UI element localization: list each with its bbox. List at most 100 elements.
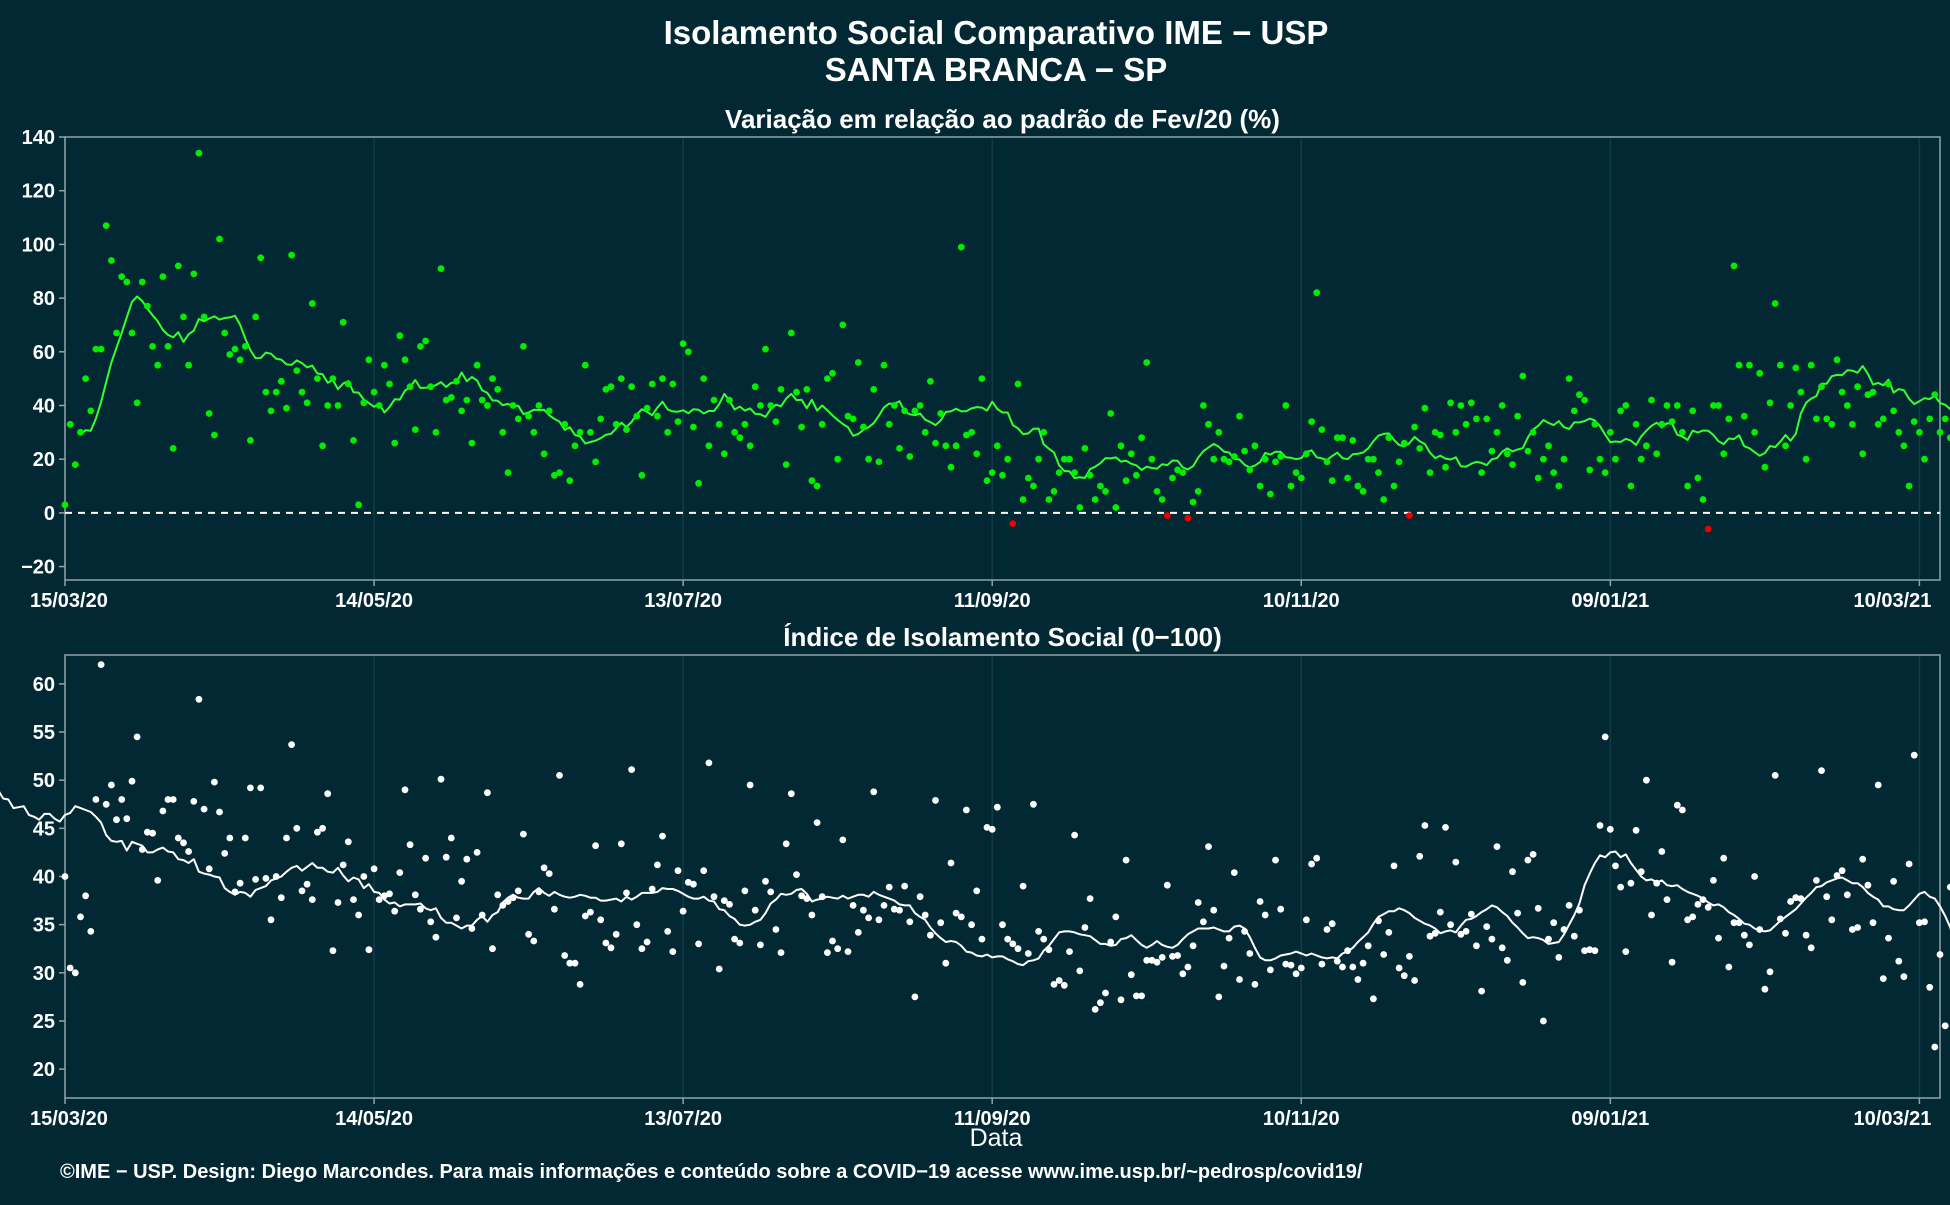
data-point	[1432, 930, 1439, 937]
data-point	[912, 994, 919, 1001]
data-point	[1416, 445, 1423, 452]
data-point	[1149, 456, 1156, 463]
data-point	[556, 469, 563, 476]
data-point	[1128, 971, 1135, 978]
data-point	[1720, 855, 1727, 862]
data-point	[1046, 946, 1053, 953]
data-point	[433, 934, 440, 941]
data-point	[77, 914, 84, 921]
data-point	[572, 960, 579, 967]
data-point	[1452, 859, 1459, 866]
data-point	[1751, 429, 1758, 436]
data-point	[623, 426, 630, 433]
data-point	[1695, 901, 1702, 908]
data-point	[1355, 483, 1362, 490]
data-point	[1519, 373, 1526, 380]
data-point	[1437, 432, 1444, 439]
data-point	[381, 362, 388, 369]
data-point	[1267, 491, 1274, 498]
data-point	[1308, 861, 1315, 868]
data-point	[979, 936, 986, 943]
data-point	[963, 807, 970, 814]
y-tick-label: 0	[44, 503, 55, 525]
data-point	[654, 413, 661, 420]
data-point	[1489, 448, 1496, 455]
data-point	[299, 888, 306, 895]
data-point	[1030, 483, 1037, 490]
data-point	[211, 432, 218, 439]
data-point	[536, 889, 543, 896]
data-point	[1762, 464, 1769, 471]
data-point	[690, 881, 697, 888]
data-point	[1561, 456, 1568, 463]
data-point	[917, 893, 924, 900]
data-point	[330, 375, 337, 382]
data-point	[82, 375, 89, 382]
data-point	[572, 442, 579, 449]
data-point	[1009, 941, 1016, 948]
data-point	[876, 916, 883, 923]
data-point	[1349, 437, 1356, 444]
data-point	[1262, 912, 1269, 919]
data-point	[1221, 963, 1228, 970]
data-point	[839, 837, 846, 844]
data-point	[881, 902, 888, 909]
data-point	[283, 405, 290, 412]
data-point	[1046, 496, 1053, 503]
data-point	[489, 375, 496, 382]
data-point	[1813, 877, 1820, 884]
data-point	[458, 408, 465, 415]
x-tick-label: 11/09/20	[954, 590, 1031, 612]
data-point	[1777, 916, 1784, 923]
data-point	[1293, 469, 1300, 476]
data-point	[850, 902, 857, 909]
data-point	[530, 429, 537, 436]
data-point	[958, 914, 965, 921]
data-point	[453, 915, 460, 922]
data-point	[525, 413, 532, 420]
data-point	[742, 888, 749, 895]
data-point	[793, 871, 800, 878]
data-point	[1885, 935, 1892, 942]
data-point	[1066, 456, 1073, 463]
data-point	[1076, 968, 1083, 975]
data-point	[448, 835, 455, 842]
data-point	[767, 402, 774, 409]
data-point	[293, 367, 300, 374]
y-tick-label: 40	[33, 867, 55, 889]
data-point	[1277, 453, 1284, 460]
y-tick-label: 30	[33, 963, 55, 985]
data-point	[1550, 919, 1557, 926]
data-point	[1767, 399, 1774, 406]
y-tick-label: 35	[33, 915, 55, 937]
data-point	[1494, 843, 1501, 850]
data-point	[973, 450, 980, 457]
data-point	[1689, 914, 1696, 921]
data-point	[783, 840, 790, 847]
data-point	[1401, 972, 1408, 979]
data-point	[1576, 391, 1583, 398]
x-tick-label: 09/01/21	[1571, 590, 1649, 612]
data-point	[773, 926, 780, 933]
data-point	[788, 330, 795, 337]
data-point	[1231, 453, 1238, 460]
data-point	[1473, 942, 1480, 949]
data-point	[731, 429, 738, 436]
data-point	[1545, 936, 1552, 943]
data-point	[860, 907, 867, 914]
data-point	[968, 921, 975, 928]
data-point	[577, 429, 584, 436]
data-point	[1380, 496, 1387, 503]
x-tick-label: 14/05/20	[335, 590, 413, 612]
data-point	[937, 410, 944, 417]
data-point	[639, 945, 646, 952]
data-point	[1628, 483, 1635, 490]
data-point	[1612, 863, 1619, 870]
data-point	[417, 343, 424, 350]
data-point	[226, 351, 233, 358]
data-point	[1447, 921, 1454, 928]
data-point	[618, 375, 625, 382]
data-point	[206, 410, 213, 417]
data-point	[1056, 977, 1063, 984]
